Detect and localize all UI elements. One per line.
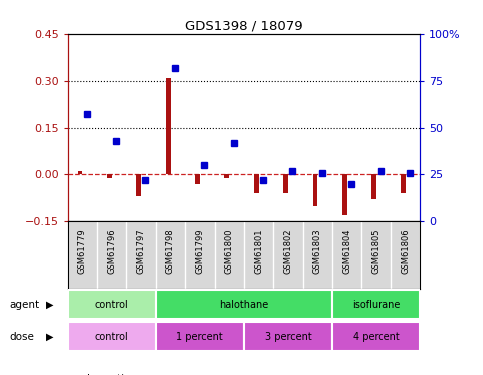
Text: log ratio: log ratio [87,374,130,375]
Text: halothane: halothane [219,300,269,310]
Text: GSM61805: GSM61805 [371,228,381,273]
Text: GSM61796: GSM61796 [107,228,116,274]
Bar [225,174,229,177]
Title: GDS1398 / 18079: GDS1398 / 18079 [185,20,303,33]
Text: isoflurane: isoflurane [352,300,400,310]
Text: 4 percent: 4 percent [353,332,399,342]
Text: ▶: ▶ [46,300,54,310]
Text: control: control [95,332,128,342]
Text: ■: ■ [68,372,79,375]
Text: GSM61799: GSM61799 [195,228,204,273]
Bar [283,174,288,193]
Bar [244,322,332,351]
Bar [195,174,200,184]
Bar [68,290,156,319]
Text: ▶: ▶ [46,332,54,342]
Bar [342,174,347,215]
Bar [166,78,170,174]
Text: GSM61804: GSM61804 [342,228,351,273]
Bar [254,174,259,193]
Text: control: control [95,300,128,310]
Text: GSM61779: GSM61779 [78,228,87,274]
Bar [156,322,244,351]
Text: GSM61806: GSM61806 [401,228,410,274]
Bar [332,290,420,319]
Text: GSM61800: GSM61800 [225,228,234,273]
Bar [156,290,332,319]
Bar [313,174,317,206]
Text: GSM61801: GSM61801 [254,228,263,273]
Text: dose: dose [10,332,35,342]
Text: GSM61798: GSM61798 [166,228,175,274]
Bar [401,174,406,193]
Text: agent: agent [10,300,40,310]
Text: 3 percent: 3 percent [265,332,312,342]
Text: 1 percent: 1 percent [176,332,223,342]
Bar [68,322,156,351]
Bar [78,171,83,174]
Text: GSM61797: GSM61797 [137,228,145,274]
Bar [371,174,376,200]
Bar [107,174,112,177]
Text: GSM61802: GSM61802 [284,228,293,273]
Text: GSM61803: GSM61803 [313,228,322,274]
Bar [136,174,141,196]
Bar [332,322,420,351]
